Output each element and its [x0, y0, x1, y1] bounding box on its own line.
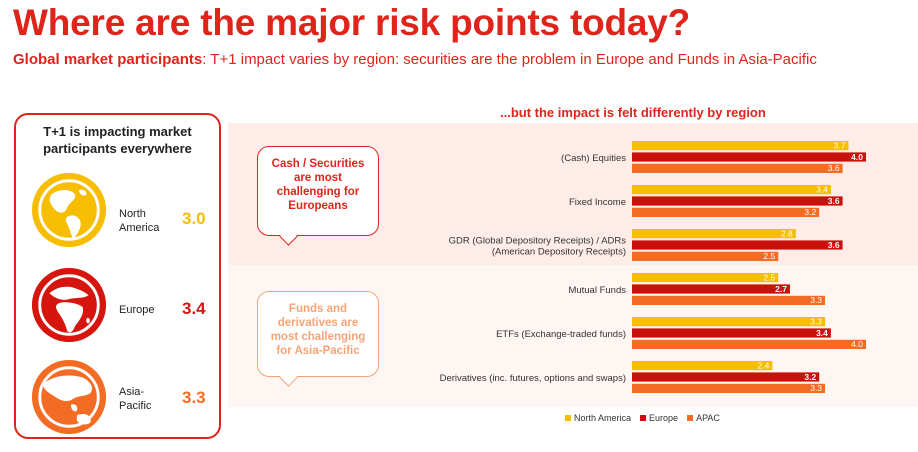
- region-score: 3.4: [182, 299, 206, 318]
- category-label: Derivatives (inc. futures, options and s…: [440, 373, 626, 384]
- region-score: 3.0: [182, 209, 206, 228]
- bar-value-label: 2.5: [763, 272, 775, 282]
- legend-item: North America: [565, 413, 631, 423]
- bar: [632, 273, 779, 283]
- category-label: GDR (Global Depository Receipts) / ADRs: [449, 236, 627, 247]
- bar: [632, 295, 826, 305]
- bar-value-label: 3.3: [810, 383, 822, 393]
- bar: [632, 152, 866, 162]
- bar: [632, 185, 831, 195]
- bar-value-label: 3.3: [810, 316, 822, 326]
- region-name: Asia- Pacific: [119, 386, 152, 412]
- bar-value-label: 3.2: [804, 207, 816, 217]
- globe-europe-africa-icon: [31, 267, 107, 343]
- bar-value-label: 3.4: [816, 328, 828, 338]
- bar: [632, 240, 843, 250]
- bar: [632, 163, 843, 173]
- bar-value-label: 2.7: [775, 284, 787, 294]
- bar: [632, 207, 820, 217]
- globe-asia-pacific-icon: [31, 359, 107, 435]
- bar-value-label: 2.5: [763, 251, 775, 261]
- bar: [632, 361, 773, 371]
- legend-label: North America: [574, 413, 632, 423]
- bar-value-label: 2.4: [758, 360, 770, 370]
- bar-value-label: 3.7: [834, 140, 846, 150]
- legend-item: APAC: [687, 413, 720, 423]
- left-summary-card: T+1 is impacting market participants eve…: [14, 113, 221, 439]
- legend-label: APAC: [696, 413, 720, 423]
- legend-item: Europe: [640, 413, 678, 423]
- bar: [632, 328, 831, 338]
- chart-heading: ...but the impact is felt differently by…: [500, 105, 766, 120]
- bar-value-label: 3.6: [828, 163, 840, 173]
- region-name: North America: [119, 208, 160, 234]
- bar: [632, 372, 820, 382]
- bar: [632, 339, 866, 349]
- bar: [632, 141, 849, 151]
- callout-europe: Cash / Securities are most challenging f…: [257, 146, 379, 236]
- chart-legend: North America Europe APAC: [565, 413, 720, 423]
- category-label: Fixed Income: [569, 197, 626, 208]
- bar: [632, 229, 796, 239]
- bar: [632, 383, 826, 393]
- callout-asia-pacific: Funds and derivatives are most challengi…: [257, 291, 379, 377]
- subtitle-bold: Global market participants: [13, 51, 203, 68]
- bar-value-label: 2.8: [781, 228, 793, 238]
- bar-value-label: 3.2: [804, 372, 816, 382]
- region-asia-pacific: Asia- Pacific 3.3: [16, 358, 219, 440]
- page-subtitle: Global market participants: T+1 impact v…: [13, 51, 833, 68]
- bar-value-label: 3.6: [828, 240, 840, 250]
- bar: [632, 251, 779, 261]
- bar-value-label: 4.0: [851, 339, 863, 349]
- bar-value-label: 4.0: [851, 152, 863, 162]
- category-label: ETFs (Exchange-traded funds): [496, 329, 626, 340]
- page-title: Where are the major risk points today?: [13, 2, 691, 43]
- legend-swatch: [565, 415, 571, 421]
- globe-americas-icon: [31, 172, 107, 248]
- category-label: (Cash) Equities: [561, 153, 626, 164]
- bar: [632, 284, 790, 294]
- subtitle-text: : T+1 impact varies by region: securitie…: [202, 51, 817, 68]
- bar: [632, 196, 843, 206]
- legend-swatch: [640, 415, 647, 421]
- bar-value-label: 3.4: [816, 184, 828, 194]
- bar-value-label: 3.3: [810, 295, 822, 305]
- region-north-america: North America 3.0: [16, 171, 219, 253]
- card-heading: T+1 is impacting market participants eve…: [43, 124, 192, 156]
- legend-swatch: [687, 415, 694, 421]
- bar-value-label: 3.6: [828, 196, 840, 206]
- region-score: 3.3: [182, 388, 206, 407]
- bar: [632, 317, 826, 327]
- region-name: Europe: [119, 304, 155, 316]
- region-europe: Europe 3.4: [16, 266, 219, 348]
- category-label: (American Depository Receipts): [492, 247, 626, 258]
- legend-label: Europe: [649, 413, 679, 423]
- category-label: Mutual Funds: [568, 285, 626, 296]
